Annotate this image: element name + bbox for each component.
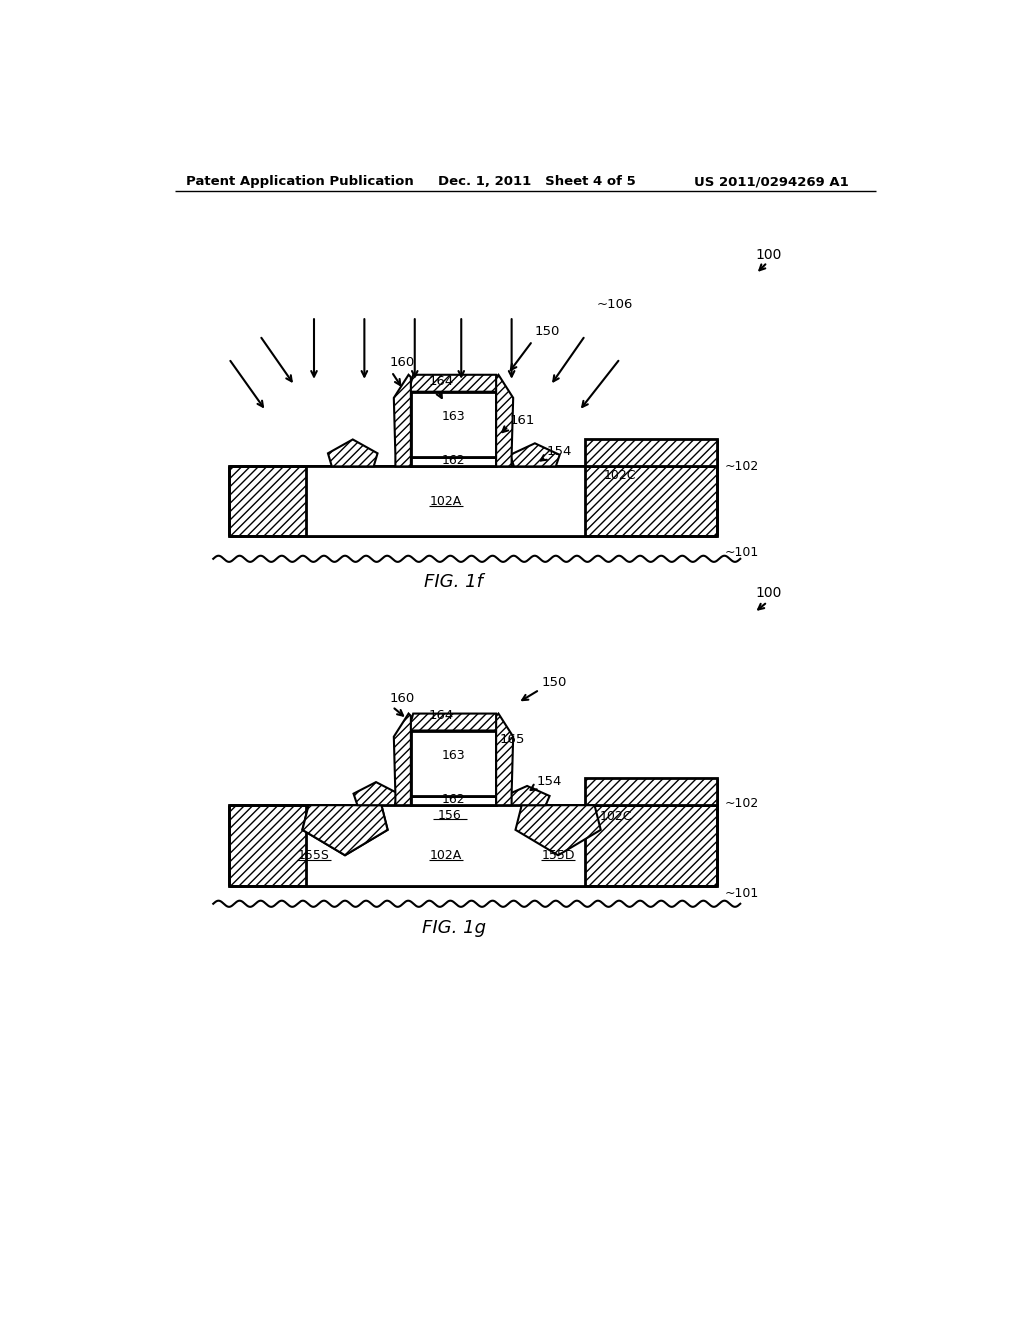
Polygon shape (353, 781, 398, 805)
Text: 161: 161 (509, 413, 535, 426)
Text: 164: 164 (429, 375, 454, 388)
Text: ~102: ~102 (725, 797, 759, 810)
Text: FIG. 1g: FIG. 1g (422, 920, 485, 937)
Text: Patent Application Publication: Patent Application Publication (186, 176, 414, 187)
Text: US 2011/0294269 A1: US 2011/0294269 A1 (693, 176, 849, 187)
Polygon shape (409, 375, 499, 392)
Text: 164: 164 (429, 709, 454, 722)
Text: 100: 100 (756, 248, 782, 261)
Polygon shape (515, 805, 601, 855)
Polygon shape (328, 440, 378, 466)
Polygon shape (496, 375, 513, 466)
Text: ~101: ~101 (725, 887, 759, 900)
Text: 102A: 102A (430, 495, 462, 508)
Text: 102C: 102C (599, 810, 632, 824)
Text: Dec. 1, 2011   Sheet 4 of 5: Dec. 1, 2011 Sheet 4 of 5 (438, 176, 636, 187)
Bar (306, 805, 586, 886)
Text: 100: 100 (756, 586, 782, 601)
Polygon shape (409, 714, 499, 730)
Text: FIG. 1f: FIG. 1f (424, 573, 483, 591)
Text: 102A: 102A (430, 849, 462, 862)
Polygon shape (505, 785, 550, 805)
Bar (411, 796, 496, 805)
Polygon shape (302, 805, 388, 855)
Bar (411, 392, 496, 457)
Polygon shape (394, 714, 411, 805)
Polygon shape (228, 466, 717, 536)
Text: ~106: ~106 (597, 298, 633, 312)
Text: 160: 160 (390, 356, 415, 370)
Bar (411, 457, 496, 466)
Text: 163: 163 (441, 411, 465, 424)
Text: 163: 163 (441, 748, 465, 762)
Polygon shape (228, 805, 717, 886)
Text: ~102: ~102 (725, 459, 759, 473)
Text: 156: 156 (437, 809, 462, 822)
Polygon shape (586, 779, 717, 805)
Text: 154: 154 (537, 775, 562, 788)
Text: 155D: 155D (542, 849, 574, 862)
Text: 155S: 155S (298, 849, 330, 862)
Polygon shape (496, 714, 513, 805)
Bar (411, 730, 496, 796)
Text: 162: 162 (441, 792, 465, 805)
Text: 160: 160 (390, 693, 415, 705)
Text: 150: 150 (535, 325, 560, 338)
Text: 162: 162 (441, 454, 465, 467)
Text: 154: 154 (547, 445, 571, 458)
Polygon shape (394, 375, 411, 466)
Polygon shape (302, 805, 388, 855)
Polygon shape (586, 440, 717, 466)
Text: 102C: 102C (604, 469, 636, 482)
Text: ~101: ~101 (725, 546, 759, 560)
Polygon shape (510, 444, 560, 466)
Text: 165: 165 (500, 733, 525, 746)
Bar (306, 466, 586, 536)
Text: 150: 150 (541, 676, 566, 689)
